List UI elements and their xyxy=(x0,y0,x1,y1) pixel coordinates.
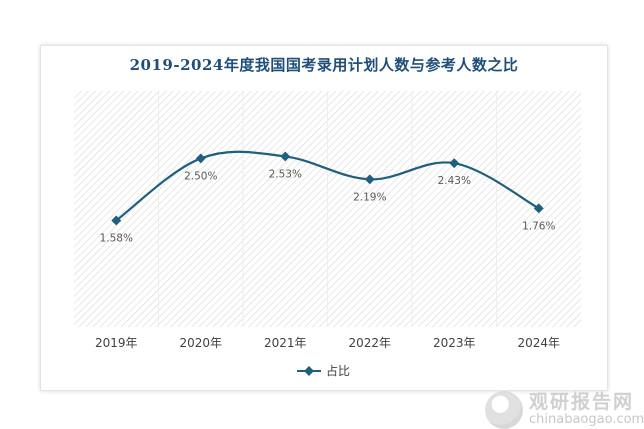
legend-marker xyxy=(304,366,314,376)
x-tick-label: 2020年 xyxy=(179,336,222,350)
data-label: 1.58% xyxy=(100,232,133,244)
data-label: 2.50% xyxy=(184,170,217,182)
data-label: 2.19% xyxy=(353,191,386,203)
data-point-marker xyxy=(111,215,122,226)
line-chart: 1.58% 2.50% 2.53% 2.19% 2.43% 1.76% 2019年 2020… xyxy=(74,91,581,378)
data-point-marker xyxy=(533,203,544,214)
data-point-marker xyxy=(280,151,291,162)
watermark: 观研报告网 chinabaogao.com xyxy=(485,391,644,429)
chart-card: 2019-2024年度我国国考录用计划人数与参考人数之比 1.58% 2.50% 2… xyxy=(40,45,644,429)
legend: 占比 xyxy=(297,363,350,378)
data-label: 2.53% xyxy=(269,168,302,180)
x-tick-label: 2019年 xyxy=(95,336,138,350)
x-tick-label: 2023年 xyxy=(433,336,476,350)
watermark-name: 观研报告网 xyxy=(529,391,635,414)
watermark-logo-icon xyxy=(485,391,523,429)
data-label: 1.76% xyxy=(522,220,555,232)
series-line-占比 xyxy=(115,150,540,222)
data-point-marker xyxy=(449,158,460,169)
data-point-marker xyxy=(364,174,375,185)
x-tick-label: 2022年 xyxy=(348,336,391,350)
data-point-marker xyxy=(195,153,206,164)
data-label: 2.43% xyxy=(438,175,471,187)
legend-label: 占比 xyxy=(326,363,350,378)
chart-title: 2019-2024年度我国国考录用计划人数与参考人数之比 xyxy=(129,56,519,74)
watermark-url: chinabaogao.com xyxy=(529,412,644,428)
x-tick-label: 2021年 xyxy=(264,336,307,350)
x-tick-label: 2024年 xyxy=(517,336,560,350)
